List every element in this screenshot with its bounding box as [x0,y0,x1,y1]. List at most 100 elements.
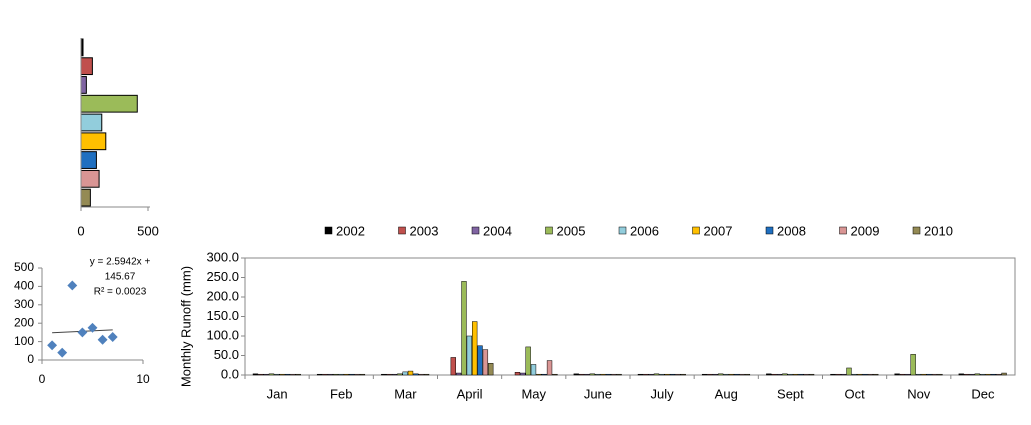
bar [279,373,285,376]
bar [274,373,280,376]
bar [792,373,799,376]
y-tick-label: 400 [14,279,34,293]
bar [263,373,269,376]
y-tick-label: 200.0 [206,288,239,303]
bar [472,321,478,376]
y-tick-label: 150.0 [206,308,239,323]
x-tick-label: Nov [907,386,931,401]
x-tick-label: Jan [267,386,288,401]
bar [290,373,296,376]
bar [905,373,911,376]
bar [616,373,622,376]
bar [80,113,103,132]
bar [808,373,815,376]
bar [931,373,938,376]
bar [680,373,686,376]
x-tick-label: June [584,386,612,401]
bar [766,373,772,376]
bar [990,373,997,376]
bar [921,373,927,376]
bar [958,373,964,376]
bar [80,188,91,207]
legend-swatch [545,226,553,235]
bar [477,345,483,376]
legend-label: 2010 [924,223,953,238]
annotation: R² = 0.0023 [94,287,147,298]
bar [1001,372,1007,376]
bar [466,335,473,376]
point [107,332,118,342]
bar [910,354,916,376]
legend-swatch [471,226,480,235]
bar [611,373,617,376]
bar [985,373,991,376]
bar [787,373,793,376]
bar [268,373,275,376]
bar [926,373,932,376]
bar [659,373,665,376]
bar [712,373,718,376]
bar [397,373,403,376]
y-tick-label: 300 [14,297,34,311]
point [67,280,78,291]
legend-label: 2002 [336,223,365,238]
bar [359,373,366,376]
bar [482,349,489,376]
bar [862,373,868,376]
legend-label: 2006 [630,223,659,238]
bar [717,373,724,376]
bar [386,373,392,376]
bar [407,370,414,376]
bar [600,373,606,376]
bar [739,373,745,376]
bar [461,281,467,376]
x-tick-label: Sept [777,386,804,401]
x-tick-label: Dec [971,386,995,401]
point [47,340,58,351]
bar [867,373,874,376]
bar [776,373,783,376]
bar [391,373,398,376]
bar [798,373,804,376]
bar [402,371,408,376]
bar [80,132,107,151]
bar [851,373,858,376]
bar [637,373,644,376]
bar [418,373,424,376]
y-tick-label: 300.0 [206,249,239,264]
bar [488,363,494,376]
bar [643,373,649,376]
bar [728,373,735,376]
x-tick-label: 0 [39,372,46,386]
bar [578,373,585,376]
bar [573,373,579,376]
bar [338,373,344,376]
bar [835,373,841,376]
bar [80,57,93,76]
y-tick-label: 500 [14,260,34,274]
y-tick-label: 100.0 [206,327,239,342]
bar [536,373,542,376]
bar [80,151,97,169]
bar [584,373,590,376]
bar [343,373,350,376]
x-tick-label: July [651,386,675,401]
bar [771,373,777,376]
bar [546,360,553,376]
bar [514,372,521,376]
bar [963,373,970,376]
legend-swatch [324,226,333,235]
bar [937,373,943,376]
y-tick-label: 100 [14,334,34,348]
x-tick-label: Mar [394,386,417,401]
bar [974,373,980,376]
bar [830,373,836,376]
x-tick-label: April [457,386,483,401]
plot-area [244,257,1016,376]
x-tick-label: 10 [136,372,150,386]
bar [327,373,333,376]
bar [541,373,547,376]
legend-label: 2004 [483,223,512,238]
bar [664,373,670,376]
